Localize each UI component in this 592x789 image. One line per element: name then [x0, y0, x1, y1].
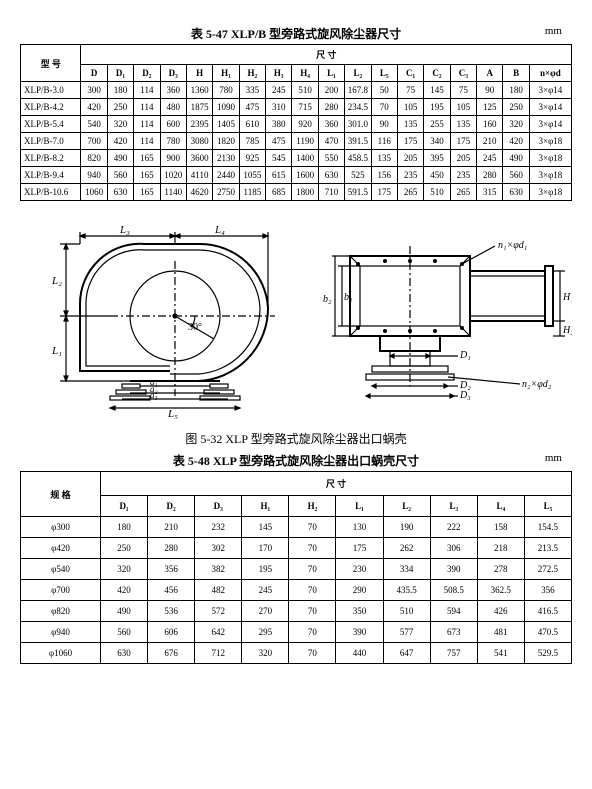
figure-block: 30° L₃ L₄ L₂ L₁ a₁ a₂ a₃ L₅: [20, 211, 572, 424]
table1-col: H₁: [213, 65, 239, 82]
table1-title-text: 表 5-47 XLP/B 型旁路式旋风除尘器尺寸: [191, 27, 401, 41]
svg-text:H₁: H₁: [562, 292, 572, 303]
table-row: XLP/B-8.28204901659003600213092554514005…: [21, 150, 572, 167]
table-row: φ94056060664229570390577673481470.5: [21, 622, 572, 643]
table2-unit: mm: [545, 452, 562, 464]
svg-text:n₁×φd₁: n₁×φd₁: [498, 240, 527, 251]
table2-col: D₁: [101, 496, 148, 517]
table2-col: L₁: [336, 496, 383, 517]
table1-title: 表 5-47 XLP/B 型旁路式旋风除尘器尺寸 mm: [20, 25, 572, 42]
table1-dim-header: 尺 寸: [81, 45, 572, 65]
table1-col: C₃: [450, 65, 476, 82]
table1-col: L₅: [371, 65, 397, 82]
table2-dim-header: 尺 寸: [101, 472, 572, 496]
table1-col-row: DD₁D₂D₃HH₁H₂H₃H₄L₁L₂L₅C₁C₂C₃ABn×φd: [21, 65, 572, 82]
svg-text:D₃: D₃: [459, 390, 471, 401]
table1-col: H₂: [239, 65, 265, 82]
table1-model-header: 型 号: [21, 45, 81, 82]
table-row: φ30018021023214570130190222158154.5: [21, 517, 572, 538]
svg-text:b₁: b₁: [344, 292, 352, 303]
svg-text:L₅: L₅: [167, 408, 178, 420]
table-row: XLP/B-7.07004201147803080182078547511904…: [21, 133, 572, 150]
table2-col: H₂: [289, 496, 336, 517]
table-row: XLP/B-3.03001801143601360780335245510200…: [21, 82, 572, 99]
table2-spec-header: 规 格: [21, 472, 101, 517]
svg-text:D₁: D₁: [459, 350, 471, 361]
table1-col: D₃: [160, 65, 186, 82]
table1-col: B: [503, 65, 529, 82]
table1-col: C₂: [424, 65, 450, 82]
table2-col: L₄: [477, 496, 524, 517]
table1: 型 号 尺 寸 DD₁D₂D₃HH₁H₂H₃H₄L₁L₂L₅C₁C₂C₃ABn×…: [20, 44, 572, 201]
svg-text:n₂×φd₂: n₂×φd₂: [522, 379, 552, 390]
table1-col: H₄: [292, 65, 318, 82]
svg-text:L₃: L₃: [119, 224, 130, 236]
table1-unit: mm: [545, 25, 562, 37]
svg-text:L₄: L₄: [214, 224, 225, 236]
figure-caption: 图 5-32 XLP 型旁路式旋风除尘器出口蜗壳: [20, 430, 572, 447]
table1-col: D₁: [107, 65, 133, 82]
table2-title-text: 表 5-48 XLP 型旁路式旋风除尘器出口蜗壳尺寸: [173, 454, 419, 468]
svg-text:L₁: L₁: [51, 345, 62, 357]
table2-col: L₅: [524, 496, 571, 517]
table-row: XLP/B-9.49405601651020411024401055615160…: [21, 167, 572, 184]
table-row: XLP/B-10.6106063016511404620275011856851…: [21, 184, 572, 201]
table2-title: 表 5-48 XLP 型旁路式旋风除尘器出口蜗壳尺寸 mm: [20, 452, 572, 469]
table2-col: H₁: [242, 496, 289, 517]
table1-col: L₂: [345, 65, 371, 82]
table1-col: D: [81, 65, 107, 82]
table2-col: D₃: [195, 496, 242, 517]
table-row: φ54032035638219570230334390278272.5: [21, 559, 572, 580]
svg-text:a₃: a₃: [150, 390, 158, 400]
table1-col: n×φd: [529, 65, 571, 82]
table1-col: A: [477, 65, 503, 82]
table2: 规 格 尺 寸 D₁D₂D₃H₁H₂L₁L₂L₃L₄L₅ φ3001802102…: [20, 471, 572, 664]
svg-text:L₂: L₂: [51, 275, 62, 287]
figure-svg: 30° L₃ L₄ L₂ L₁ a₁ a₂ a₃ L₅: [20, 211, 572, 421]
table-row: φ70042045648224570290435.5508.5362.5356: [21, 580, 572, 601]
table-row: XLP/B-5.45403201146002395140561038092036…: [21, 116, 572, 133]
table-row: φ82049053657227070350510594426416.5: [21, 601, 572, 622]
table2-col-row: D₁D₂D₃H₁H₂L₁L₂L₃L₄L₅: [21, 496, 572, 517]
table-row: φ42025028030217070175262306218213.5: [21, 538, 572, 559]
table1-col: D₂: [134, 65, 160, 82]
table2-col: D₂: [148, 496, 195, 517]
table1-col: L₁: [318, 65, 344, 82]
table-row: XLP/B-4.24202501144801875109047531071528…: [21, 99, 572, 116]
table1-col: H₃: [266, 65, 292, 82]
svg-text:b₂: b₂: [323, 294, 332, 305]
table1-col: C₁: [397, 65, 423, 82]
table2-col: L₂: [383, 496, 430, 517]
svg-text:H₂: H₂: [562, 325, 572, 336]
table2-col: L₃: [430, 496, 477, 517]
table1-col: H: [186, 65, 212, 82]
angle-label: 30°: [188, 322, 202, 333]
table-row: φ106063067671232070440647757541529.5: [21, 643, 572, 664]
